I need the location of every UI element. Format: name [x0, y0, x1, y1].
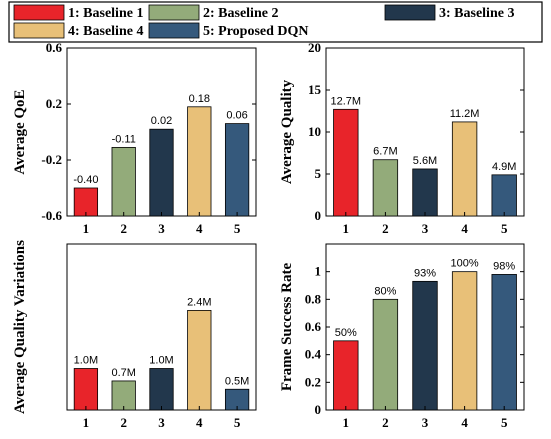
legend-swatch: [148, 22, 200, 39]
legend-swatch: [13, 22, 65, 39]
data-label: 4.9M: [492, 161, 516, 173]
x-tick-label: 4: [461, 221, 468, 236]
y-tick-label: 0.4: [305, 347, 322, 362]
x-tick-label: 2: [120, 415, 127, 430]
data-label: -0.11: [112, 133, 136, 145]
y-tick-label: 20: [308, 40, 321, 55]
x-tick-label: 5: [234, 415, 241, 430]
data-label: 2.4M: [187, 296, 211, 308]
bar-1: [333, 340, 359, 411]
x-tick-label: 4: [461, 415, 468, 430]
y-tick-label: 10: [308, 124, 321, 139]
legend-frame: [8, 1, 543, 43]
x-tick-label: 2: [120, 221, 127, 236]
y-axis-label: Average Quality: [279, 79, 295, 184]
y-tick-label: 0.8: [305, 291, 322, 306]
x-tick-label: 3: [422, 221, 429, 236]
y-tick-label: -0.2: [41, 152, 62, 167]
x-tick-label: 2: [382, 415, 389, 430]
y-axis-label: Frame Success Rate: [279, 263, 295, 392]
x-tick-label: 3: [422, 415, 429, 430]
bar-2: [111, 146, 136, 217]
data-label: 1.0M: [149, 355, 173, 367]
chart-panel-2: 0 5 10 15 20 12.7M 1 6.7M 2 5.6M 3 11.2M 4 4.9M 5 Avera…: [279, 40, 525, 236]
x-tick-label: 2: [382, 221, 389, 236]
x-tick-label: 4: [196, 221, 203, 236]
legend: 1: Baseline 1 2: Baseline 2 3: Baseline 3 4…: [8, 1, 543, 43]
x-tick-label: 3: [158, 221, 165, 236]
bar-1: [333, 108, 359, 217]
data-label: 0.18: [189, 93, 210, 105]
bar-4: [451, 271, 478, 411]
bar-4: [187, 106, 212, 217]
data-label: 93%: [414, 267, 436, 279]
legend-swatch: [384, 4, 436, 21]
x-tick-label: 1: [343, 221, 350, 236]
x-tick-label: 1: [343, 415, 350, 430]
y-tick-label: -0.6: [41, 208, 62, 223]
y-tick-label: 0: [315, 402, 322, 417]
x-tick-label: 1: [83, 221, 90, 236]
legend-label: 5: Proposed DQN: [203, 24, 309, 39]
x-tick-label: 5: [501, 415, 508, 430]
bar-5: [224, 123, 250, 217]
y-axis-label: Average Quality Variations: [12, 240, 28, 414]
legend-label: 1: Baseline 1: [68, 6, 143, 21]
data-label: -0.40: [73, 174, 98, 186]
x-tick-label: 1: [83, 415, 90, 430]
data-label: 100%: [451, 258, 479, 270]
bar-2: [372, 159, 399, 217]
x-tick-label: 5: [501, 221, 508, 236]
data-label: 5.6M: [413, 155, 437, 167]
data-label: 11.2M: [450, 108, 480, 120]
y-tick-label: 1: [315, 264, 322, 279]
legend-swatch: [13, 4, 65, 21]
bar-3: [412, 168, 438, 217]
bar-2: [372, 298, 399, 411]
bar-1: [73, 187, 99, 217]
legend-label: 3: Baseline 3: [439, 6, 514, 21]
legend-label: 4: Baseline 4: [68, 24, 143, 39]
bar-4: [451, 121, 478, 217]
y-tick-label: 0.2: [46, 96, 62, 111]
data-label: 12.7M: [331, 95, 362, 107]
bar-4: [187, 309, 212, 411]
bar-2: [111, 380, 136, 411]
y-tick-label: 5: [315, 166, 322, 181]
data-label: 0.02: [151, 115, 172, 127]
data-label: 1.0M: [74, 355, 98, 367]
data-label: 50%: [335, 327, 357, 339]
x-tick-label: 3: [158, 415, 165, 430]
y-tick-label: 0.6: [46, 40, 63, 55]
data-label: 0.06: [226, 110, 247, 122]
x-tick-label: 4: [196, 415, 203, 430]
data-label: 0.5M: [225, 375, 249, 387]
y-axis-label: Average QoE: [12, 89, 28, 174]
bar-5: [491, 274, 517, 411]
data-label: 6.7M: [373, 146, 397, 158]
data-label: 80%: [374, 285, 396, 297]
y-tick-label: 15: [308, 82, 322, 97]
y-tick-label: 0.6: [305, 319, 322, 334]
y-tick-label: 0.2: [305, 374, 321, 389]
bar-3: [412, 280, 438, 411]
data-label: 0.7M: [111, 367, 135, 379]
bar-3: [149, 368, 174, 411]
chart-panel-1: -0.6 -0.2 0.2 0.6 -0.40 1 -0.11 2 0.02 3 0.18 4 0.06…: [12, 40, 257, 236]
legend-label: 2: Baseline 2: [203, 6, 278, 21]
x-tick-label: 5: [234, 221, 241, 236]
bar-5: [491, 174, 517, 217]
bar-3: [149, 128, 174, 217]
y-tick-label: 0: [315, 208, 322, 223]
bar-1: [73, 368, 99, 411]
chart-panel-3: 1.0M 1 0.7M 2 1.0M 3 2.4M 4 0.5M 5 Average Quality…: [12, 240, 257, 430]
legend-swatch: [148, 4, 200, 21]
chart-panel-4: 0 0.2 0.4 0.6 0.8 1 50% 1 80% 2 93% 3 100% 4 98% 5 Frame…: [279, 243, 525, 430]
data-label: 98%: [493, 260, 515, 272]
